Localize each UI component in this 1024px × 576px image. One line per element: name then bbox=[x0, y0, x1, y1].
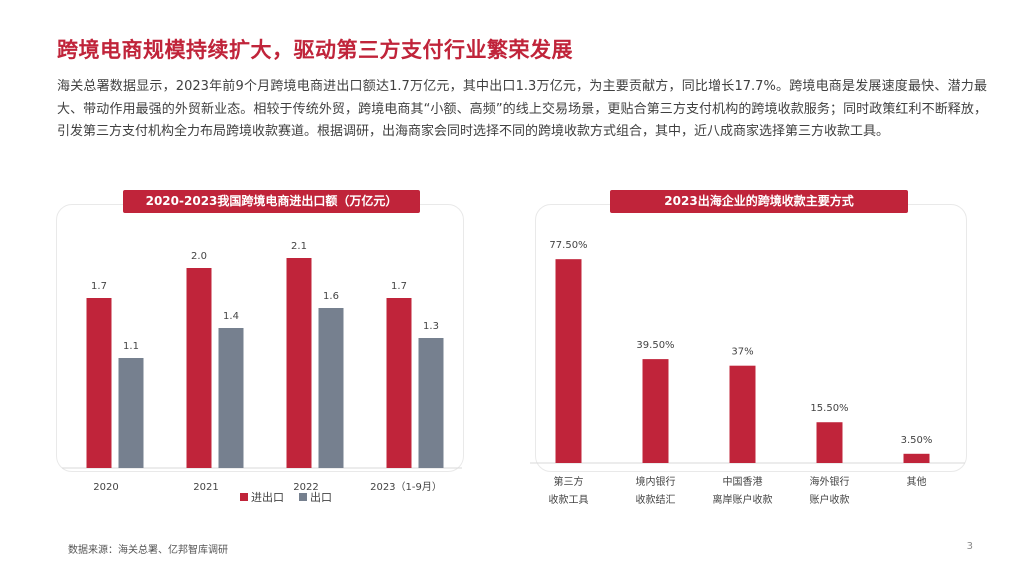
data-label-import-export-1: 2.0 bbox=[191, 251, 207, 262]
data-source: 数据来源：海关总署、亿邦智库调研 bbox=[68, 545, 228, 556]
x-tick-label-method-4-0: 其他 bbox=[907, 475, 927, 488]
bar-import-export-1 bbox=[186, 268, 212, 468]
data-label-export-3: 1.3 bbox=[423, 321, 439, 332]
x-tick-label-method-1-0: 境内银行 bbox=[636, 475, 676, 488]
bar-method-1 bbox=[642, 359, 669, 463]
chart-title-trade-volume: 2020-2023我国跨境电商进出口额（万亿元） bbox=[123, 190, 420, 213]
data-label-export-0: 1.1 bbox=[123, 341, 139, 352]
data-label-import-export-2: 2.1 bbox=[291, 241, 307, 252]
page-number: 3 bbox=[966, 541, 973, 552]
page-title: 跨境电商规模持续扩大，驱动第三方支付行业繁荣发展 bbox=[57, 38, 573, 62]
x-tick-label-method-0-1: 收款工具 bbox=[549, 493, 589, 506]
bar-import-export-2 bbox=[286, 258, 312, 468]
bar-import-export-3 bbox=[386, 298, 412, 468]
x-tick-label-0: 2020 bbox=[93, 482, 118, 493]
bar-method-0 bbox=[555, 259, 582, 463]
data-label-import-export-0: 1.7 bbox=[91, 281, 107, 292]
legend-label-1: 出口 bbox=[310, 490, 332, 504]
data-label-method-3: 15.50% bbox=[810, 403, 848, 414]
legend-label-0: 进出口 bbox=[251, 490, 284, 504]
intro-paragraph: 海关总署数据显示，2023年前9个月跨境电商进出口额达1.7万亿元，其中出口1.… bbox=[57, 79, 987, 139]
data-label-method-4: 3.50% bbox=[901, 435, 933, 446]
bar-method-3 bbox=[816, 422, 843, 463]
data-label-method-0: 77.50% bbox=[549, 240, 587, 251]
x-tick-label-2: 2022 bbox=[293, 482, 318, 493]
data-label-export-2: 1.6 bbox=[323, 291, 339, 302]
x-tick-label-method-0-0: 第三方 bbox=[554, 475, 584, 488]
x-tick-label-method-2-0: 中国香港 bbox=[723, 475, 763, 488]
chart-title-collection-methods: 2023出海企业的跨境收款主要方式 bbox=[610, 190, 908, 213]
data-label-method-2: 37% bbox=[731, 347, 753, 358]
bar-export-1 bbox=[218, 328, 244, 468]
bar-export-3 bbox=[418, 338, 444, 468]
data-label-import-export-3: 1.7 bbox=[391, 281, 407, 292]
x-tick-label-method-3-1: 账户收款 bbox=[810, 493, 850, 506]
bar-import-export-0 bbox=[86, 298, 112, 468]
legend-swatch-1 bbox=[299, 493, 307, 501]
bar-method-2 bbox=[729, 365, 756, 463]
x-tick-label-method-3-0: 海外银行 bbox=[810, 475, 850, 488]
bar-export-2 bbox=[318, 308, 344, 468]
x-tick-label-3: 2023（1-9月） bbox=[370, 481, 442, 493]
x-tick-label-1: 2021 bbox=[193, 482, 218, 493]
x-tick-label-method-2-1: 离岸账户收款 bbox=[713, 493, 773, 506]
data-label-export-1: 1.4 bbox=[223, 311, 239, 322]
data-label-method-1: 39.50% bbox=[636, 340, 674, 351]
bar-export-0 bbox=[118, 358, 144, 468]
legend-swatch-0 bbox=[240, 493, 248, 501]
bar-method-4 bbox=[903, 453, 930, 463]
x-tick-label-method-1-1: 收款结汇 bbox=[636, 493, 676, 506]
